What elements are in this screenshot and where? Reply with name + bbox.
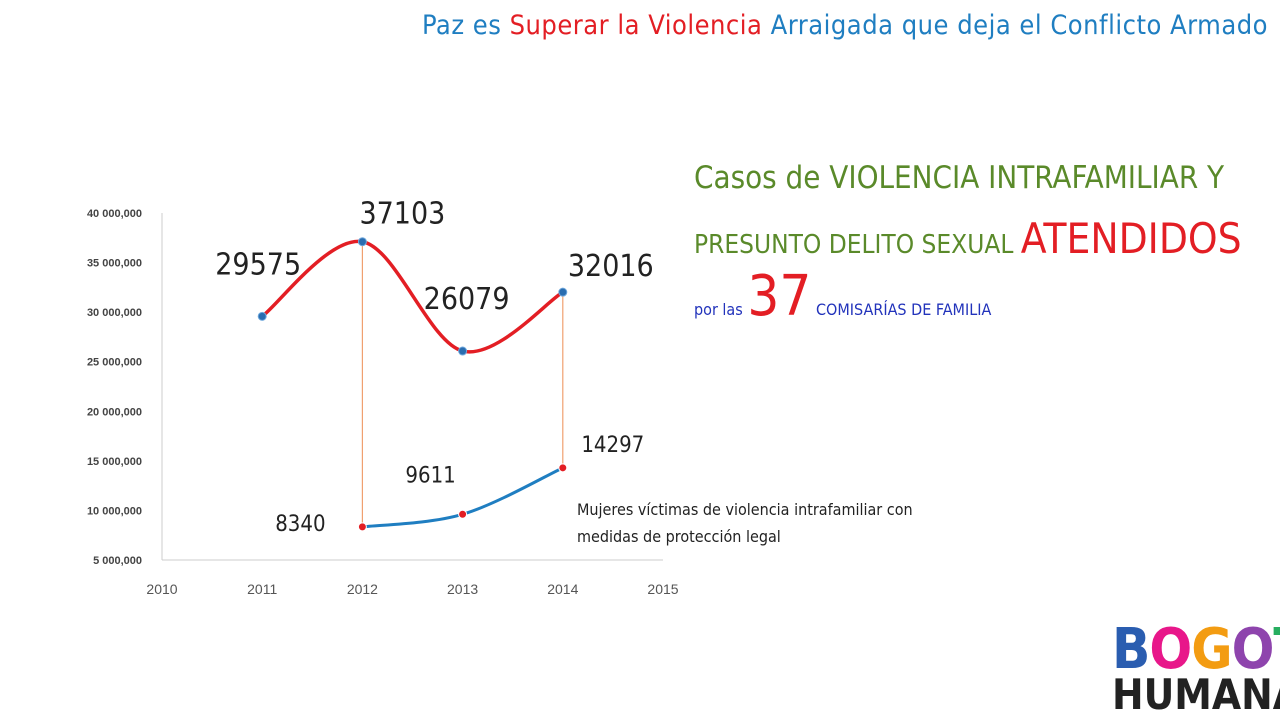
side-title: Casos de VIOLENCIA INTRAFAMILIAR Y PRESU… xyxy=(694,160,1254,325)
y-tick-label: 25 000,000 xyxy=(87,357,142,369)
side-title-atendidos: ATENDIDOS xyxy=(1020,214,1242,263)
x-tick-label: 2012 xyxy=(347,581,378,597)
data-point xyxy=(458,346,468,356)
headline-part2: Superar la Violencia xyxy=(509,10,763,41)
side-title-line3-b: COMISARÍAS DE FAMILIA xyxy=(816,300,992,319)
side-title-count: 37 xyxy=(747,264,812,329)
logo-word-bogota: BOGOTÁ xyxy=(1112,622,1280,678)
side-title-line3: por las 37 COMISARÍAS DE FAMILIA xyxy=(694,269,1254,325)
data-point xyxy=(458,509,468,519)
y-tick-label: 15 000,000 xyxy=(87,456,142,468)
y-tick-label: 20 000,000 xyxy=(87,406,142,418)
y-tick-label: 5 000,000 xyxy=(93,555,142,567)
data-point xyxy=(558,463,568,473)
y-tick-label: 40 000,000 xyxy=(87,208,142,220)
logo-word-humana: HUMANA xyxy=(1112,670,1280,719)
side-title-line2-a: PRESUNTO DELITO SEXUAL xyxy=(694,230,1014,260)
series-note-line2: medidas de protección legal xyxy=(577,527,781,546)
x-tick-label: 2014 xyxy=(547,581,578,597)
bogota-humana-logo: BOGOTÁ HUMANA xyxy=(1112,622,1280,719)
series-total-line xyxy=(261,239,564,354)
x-tick-label: 2011 xyxy=(247,581,277,597)
y-tick-label: 30 000,000 xyxy=(87,307,142,319)
data-label: 37103 xyxy=(359,197,445,232)
data-label: 29575 xyxy=(215,247,301,282)
headline-part1: Paz es xyxy=(422,10,502,41)
data-point xyxy=(357,237,367,247)
data-label: 8340 xyxy=(275,512,325,537)
x-tick-label: 2010 xyxy=(146,581,177,597)
y-tick-label: 35 000,000 xyxy=(87,258,142,270)
side-title-line2: PRESUNTO DELITO SEXUAL ATENDIDOS xyxy=(694,214,1254,263)
series-note-line1: Mujeres víctimas de violencia intrafamil… xyxy=(577,500,913,519)
y-tick-label: 10 000,000 xyxy=(87,505,142,517)
data-label: 32016 xyxy=(568,249,654,284)
data-point xyxy=(357,522,367,532)
headline: Paz es Superar la Violencia Arraigada qu… xyxy=(422,10,1268,41)
side-title-line3-a: por las xyxy=(694,300,743,319)
logo-letter: O xyxy=(1149,617,1192,682)
x-tick-label: 2015 xyxy=(647,581,678,597)
data-label: 14297 xyxy=(581,433,644,458)
headline-part3: Arraigada que deja el Conflicto Armado xyxy=(770,10,1268,41)
data-point xyxy=(257,311,267,321)
logo-letter: T xyxy=(1273,617,1280,682)
side-title-line1: Casos de VIOLENCIA INTRAFAMILIAR Y xyxy=(694,160,1225,196)
logo-letter: G xyxy=(1191,617,1232,682)
logo-letter: B xyxy=(1112,617,1150,682)
data-label: 26079 xyxy=(424,282,510,317)
logo-letter: O xyxy=(1231,617,1275,682)
data-point xyxy=(558,287,568,297)
x-tick-label: 2013 xyxy=(447,581,478,597)
data-label: 9611 xyxy=(405,463,455,488)
